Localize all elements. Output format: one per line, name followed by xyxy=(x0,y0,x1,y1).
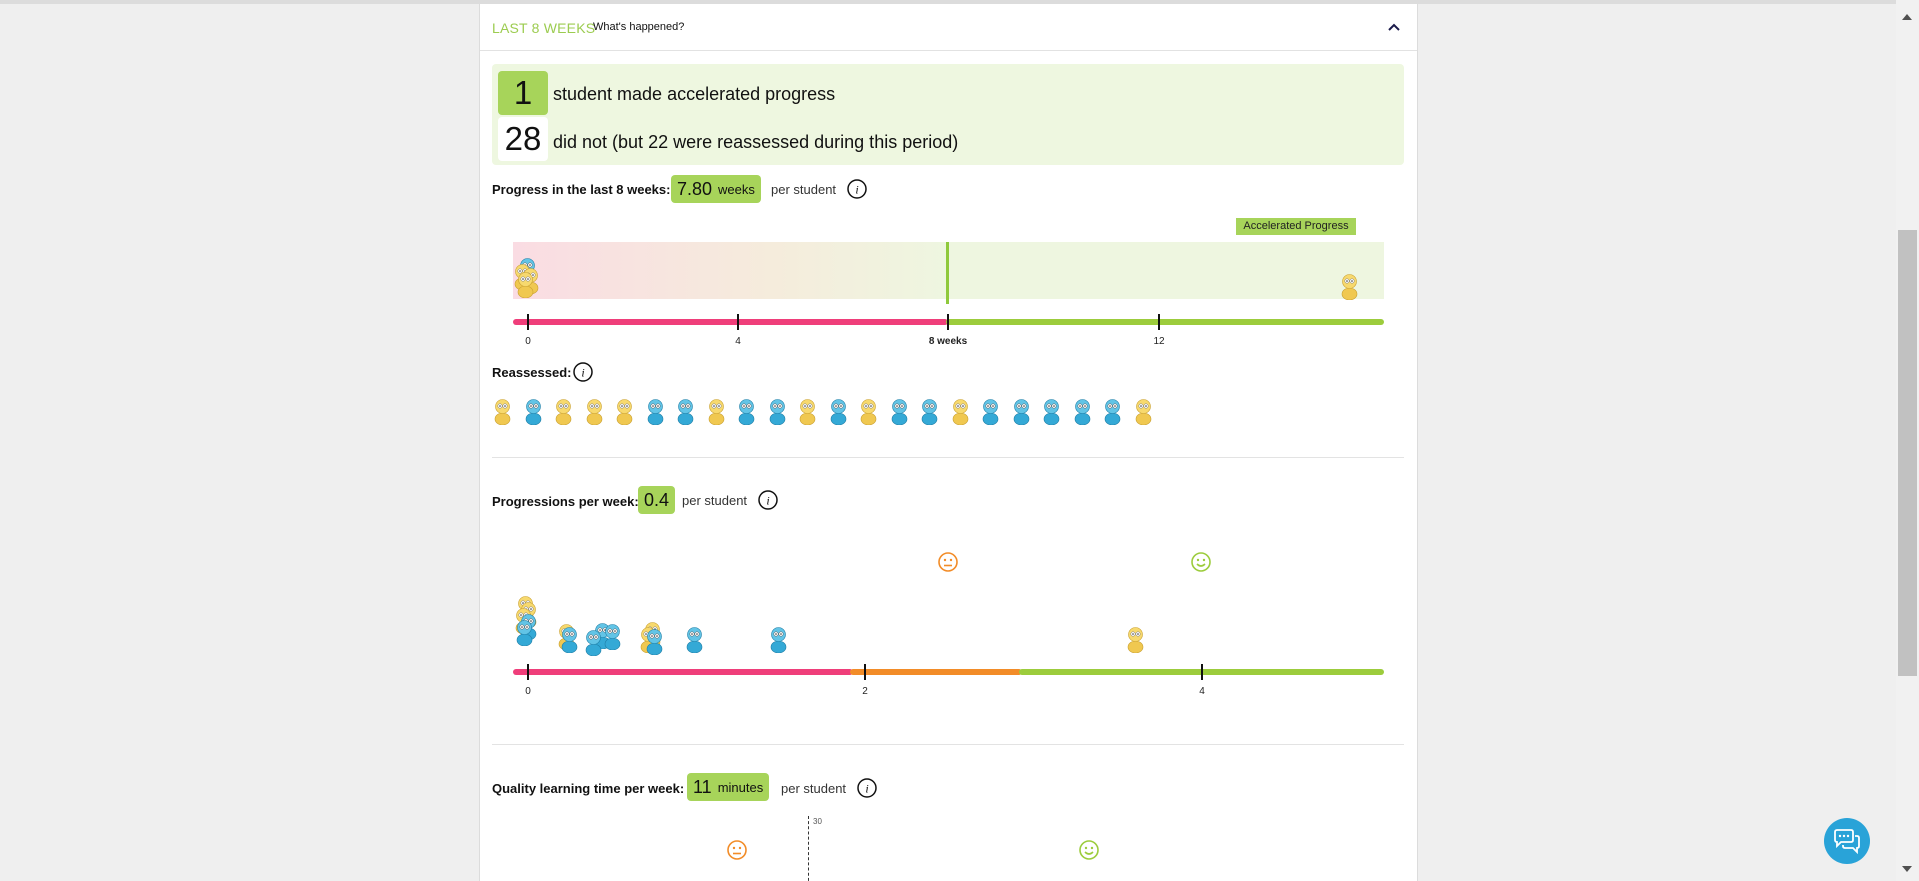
progress-axis-below xyxy=(513,319,948,325)
learning-time-unit: minutes xyxy=(717,779,764,795)
reassessed-student-icon[interactable] xyxy=(1135,397,1152,425)
reassessed-student-icon[interactable] xyxy=(677,397,694,425)
tick-label: 2 xyxy=(862,686,868,697)
progress-per-student: per student xyxy=(771,182,837,197)
reassessed-student-icon[interactable] xyxy=(891,397,908,425)
chat-button[interactable] xyxy=(1824,818,1870,864)
panel-title: LAST 8 WEEKS xyxy=(492,20,596,36)
student-icon[interactable] xyxy=(1127,625,1144,653)
accelerated-count: 1 xyxy=(498,71,548,115)
student-icon[interactable] xyxy=(646,627,663,655)
tick-label: 8 weeks xyxy=(928,336,968,347)
reassessed-student-icon[interactable] xyxy=(494,397,511,425)
svg-text:i: i xyxy=(581,366,584,380)
learning-time-value-pill: 11 minutes xyxy=(687,773,770,801)
tick-label: 12 xyxy=(1153,336,1165,347)
tick xyxy=(1201,664,1203,680)
happy-face-icon xyxy=(1191,552,1211,572)
panel-header[interactable]: LAST 8 WEEKS What's happened? xyxy=(480,4,1417,51)
learning-time-label: Quality learning time per week: xyxy=(492,781,685,796)
progress-target-marker xyxy=(946,242,949,304)
tick xyxy=(737,314,739,330)
section-divider xyxy=(492,744,1404,745)
progress-axis-above xyxy=(946,319,1384,325)
tick xyxy=(527,314,529,330)
accelerated-text: student made accelerated progress xyxy=(553,84,836,104)
reassessed-student-icon[interactable] xyxy=(860,397,877,425)
svg-text:i: i xyxy=(766,494,769,508)
tick xyxy=(1158,314,1160,330)
summary-box: 1 student made accelerated progress 28 d… xyxy=(492,64,1404,165)
reassessed-student-icon[interactable] xyxy=(738,397,755,425)
scrollbar-thumb[interactable] xyxy=(1898,230,1917,676)
neutral-face-icon xyxy=(727,840,747,860)
info-icon[interactable]: i xyxy=(857,778,877,798)
reassessed-student-icon[interactable] xyxy=(1104,397,1121,425)
learning-time-marker xyxy=(808,816,809,881)
tick-label: 4 xyxy=(1199,686,1205,697)
reassessed-student-icon[interactable] xyxy=(921,397,938,425)
scroll-up-icon[interactable] xyxy=(1902,14,1912,20)
student-icon[interactable] xyxy=(770,625,787,653)
reassessed-student-icon[interactable] xyxy=(555,397,572,425)
student-icon[interactable] xyxy=(516,618,533,646)
progress-value: 7.80 xyxy=(677,178,713,199)
tick xyxy=(527,664,529,680)
progressions-label: Progressions per week: xyxy=(492,494,639,509)
chevron-up-icon[interactable] xyxy=(1385,18,1403,36)
reassessed-student-icon[interactable] xyxy=(1043,397,1060,425)
tick xyxy=(864,664,866,680)
tick-label: 0 xyxy=(525,336,531,347)
reassessed-student-icon[interactable] xyxy=(830,397,847,425)
not-accelerated-text: did not (but 22 were reassessed during t… xyxy=(553,132,959,152)
student-icon[interactable] xyxy=(604,622,621,650)
student-icon[interactable] xyxy=(1341,272,1358,300)
info-icon[interactable]: i xyxy=(758,490,778,510)
info-icon[interactable]: i xyxy=(573,362,593,382)
progressions-axis-mid xyxy=(850,669,1022,675)
tick-label: 4 xyxy=(735,336,741,347)
section-divider xyxy=(492,457,1404,458)
reassessed-student-icon[interactable] xyxy=(586,397,603,425)
svg-text:i: i xyxy=(855,183,858,197)
svg-text:i: i xyxy=(865,782,868,796)
top-border xyxy=(0,0,1900,4)
last-8-weeks-panel: LAST 8 WEEKS What's happened? 1 student … xyxy=(479,4,1418,881)
progressions-axis-low xyxy=(513,669,853,675)
happy-face-icon xyxy=(1079,840,1099,860)
student-icon[interactable] xyxy=(686,625,703,653)
reassessed-student-icon[interactable] xyxy=(1013,397,1030,425)
student-icon[interactable] xyxy=(585,628,602,656)
reassessed-student-icon[interactable] xyxy=(1074,397,1091,425)
panel-subtitle: What's happened? xyxy=(593,21,685,33)
neutral-face-icon xyxy=(938,552,958,572)
reassessed-student-icon[interactable] xyxy=(525,397,542,425)
progress-value-pill: 7.80 weeks xyxy=(671,175,761,203)
reassessed-student-icon[interactable] xyxy=(952,397,969,425)
learning-time-value: 11 xyxy=(693,776,712,797)
reassessed-student-icon[interactable] xyxy=(769,397,786,425)
scroll-down-icon[interactable] xyxy=(1902,866,1912,872)
student-icon[interactable] xyxy=(561,625,578,653)
tick xyxy=(947,314,949,330)
learning-time-per-student: per student xyxy=(781,781,847,796)
reassessed-student-icon[interactable] xyxy=(799,397,816,425)
info-icon[interactable]: i xyxy=(847,179,867,199)
reassessed-student-icon[interactable] xyxy=(982,397,999,425)
reassessed-label: Reassessed: xyxy=(492,365,572,380)
progressions-per-student: per student xyxy=(682,493,748,508)
not-accelerated-count: 28 xyxy=(498,117,548,161)
learning-time-marker-label: 30 xyxy=(813,817,822,826)
progress-unit: weeks xyxy=(718,181,755,197)
progressions-value-pill: 0.4 xyxy=(638,486,676,514)
reassessed-student-icon[interactable] xyxy=(647,397,664,425)
tick-label: 0 xyxy=(525,686,531,697)
progressions-value: 0.4 xyxy=(644,489,670,510)
chat-icon xyxy=(1834,829,1860,854)
reassessed-student-icon[interactable] xyxy=(616,397,633,425)
reassessed-student-icon[interactable] xyxy=(708,397,725,425)
progress-label: Progress in the last 8 weeks: xyxy=(492,182,671,197)
accelerated-progress-label: Accelerated Progress xyxy=(1236,218,1356,235)
student-icon[interactable] xyxy=(517,270,534,298)
